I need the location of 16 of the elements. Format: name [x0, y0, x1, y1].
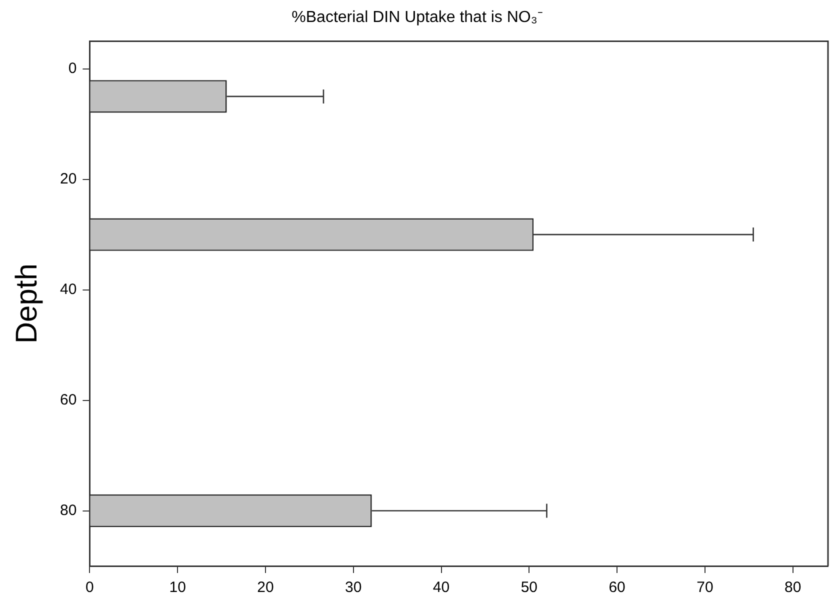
- x-tick-label: 0: [86, 579, 94, 596]
- x-tick-label: 70: [696, 579, 714, 596]
- y-axis-title: Depth: [10, 264, 44, 344]
- chart-title: %Bacterial DIN Uptake that is NO₃⁻: [292, 9, 542, 26]
- y-tick-label: 0: [68, 60, 77, 77]
- x-tick-label: 40: [432, 579, 450, 596]
- x-tick-label: 10: [169, 579, 186, 596]
- y-tick-label: 20: [60, 170, 77, 188]
- x-tick-label: 80: [784, 579, 802, 596]
- x-tick-label: 60: [608, 579, 626, 596]
- y-tick-label: 80: [60, 502, 77, 519]
- y-tick-label: 60: [60, 391, 77, 408]
- y-tick-label: 40: [60, 280, 77, 298]
- x-tick-label: 30: [345, 579, 362, 596]
- x-tick-label: 20: [257, 579, 274, 596]
- x-tick-label: 50: [520, 579, 538, 596]
